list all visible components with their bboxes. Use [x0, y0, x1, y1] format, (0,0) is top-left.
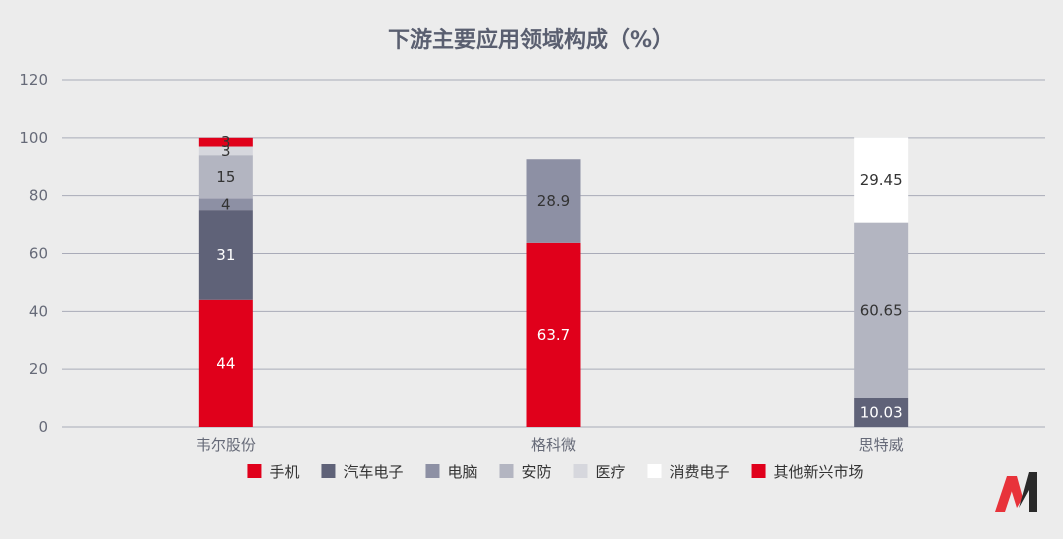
legend-swatch: [647, 464, 662, 478]
bar-segment: [854, 137, 909, 223]
legend-label: 电脑: [447, 463, 477, 481]
y-tick-label: 60: [29, 245, 48, 263]
logo-right-stroke: [1019, 472, 1037, 512]
data-label: 15: [216, 168, 235, 186]
y-tick-label: 80: [29, 187, 48, 205]
bar-segment: [526, 159, 581, 243]
legend-swatch: [247, 464, 262, 478]
bar-segment: [198, 210, 253, 300]
bar-segment: [198, 198, 253, 211]
bar-segment: [854, 397, 909, 427]
chart-title: 下游主要应用领域构成（%）: [388, 27, 674, 53]
data-label: 3: [221, 133, 231, 151]
legend-swatch: [321, 464, 336, 478]
legend-swatch: [499, 464, 514, 478]
logo-mid-stroke: [1007, 476, 1023, 508]
y-tick-label: 20: [29, 360, 48, 378]
legend-label: 汽车电子: [343, 463, 403, 481]
data-label: 60.65: [860, 301, 903, 319]
x-category-label: 格科微: [531, 436, 576, 454]
data-label: 29.45: [860, 171, 903, 189]
bar-segment: [526, 242, 581, 427]
x-category-label: 韦尔股份: [196, 436, 256, 454]
bar-segment: [198, 146, 253, 156]
data-label: 4: [221, 195, 231, 213]
bar-segment: [198, 155, 253, 199]
legend-swatch: [425, 464, 440, 478]
legend-label: 其他新兴市场: [774, 463, 864, 481]
data-label: 63.7: [537, 326, 570, 344]
x-category-label: 思特威: [859, 436, 904, 454]
data-label: 31: [216, 246, 235, 264]
data-label: 3: [221, 142, 231, 160]
data-label: 10.03: [860, 403, 903, 421]
bar-segment: [198, 137, 253, 147]
y-axis-ticks: 0 20 40 60 80 100 120: [19, 71, 48, 436]
data-label: 44: [216, 354, 235, 372]
bar-segment: [854, 222, 909, 398]
y-tick-label: 40: [29, 302, 48, 320]
legend-label: 手机: [269, 463, 299, 481]
legend-swatch: [751, 464, 766, 478]
legend-label: 医疗: [596, 463, 626, 481]
legend: 手机 汽车电子 电脑 安防 医疗 消费电子 其他新兴市场: [247, 463, 864, 481]
legend-swatch: [573, 464, 588, 478]
bars: 44 31 4 15 33 63.7 28.9 10.03 60.65 29.45: [198, 133, 909, 427]
y-tick-label: 120: [19, 71, 48, 89]
y-tick-label: 0: [38, 418, 48, 436]
y-tick-label: 100: [19, 129, 48, 147]
x-axis-categories: 韦尔股份 格科微 思特威: [196, 436, 904, 454]
legend-label: 安防: [521, 463, 551, 481]
data-label: 28.9: [537, 192, 570, 210]
bar-segment: [198, 299, 253, 427]
brand-logo: [995, 472, 1037, 512]
legend-label: 消费电子: [670, 463, 730, 481]
